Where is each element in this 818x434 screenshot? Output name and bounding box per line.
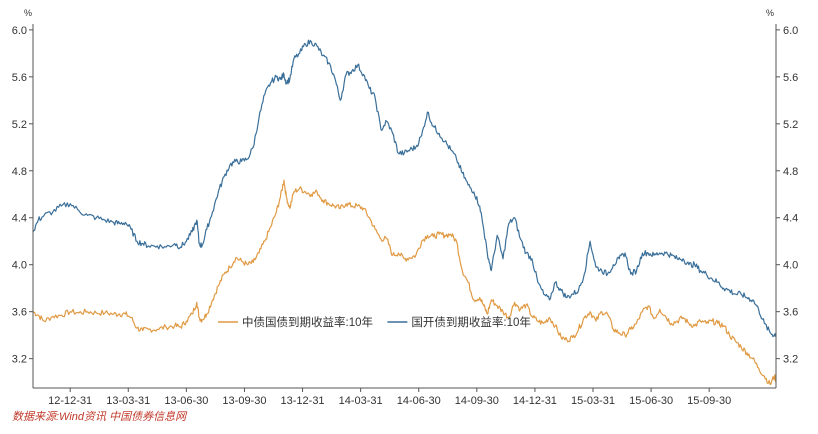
y-tick-label-right: 4.8 [783,166,798,178]
y-tick-label-left: 4.4 [12,213,27,225]
x-tick-label: 13-09-30 [222,395,266,407]
y-tick-label-right: 4.0 [783,260,798,272]
x-tick-label: 15-06-30 [629,395,673,407]
series-line-1 [32,179,777,386]
x-tick-label: 14-09-30 [455,395,499,407]
x-tick-label: 15-09-30 [687,395,731,407]
x-tick-label: 14-06-30 [397,395,441,407]
y-tick-label-left: 4.8 [12,166,27,178]
y-tick-label-right: 3.6 [783,307,798,319]
x-tick-label: 13-06-30 [164,395,208,407]
y-tick-label-right: 6.0 [783,25,798,37]
y-tick-label-left: 3.6 [12,307,27,319]
legend: 中债国债到期收益率:10年 国开债到期收益率:10年 [218,315,531,329]
series-layer [32,39,777,386]
x-tick-label: 13-03-31 [106,395,150,407]
x-tick-label: 15-03-31 [571,395,615,407]
data-source-note: 数据来源:Wind资讯 中国债券信息网 [12,410,188,423]
y-tick-label-left: 3.2 [12,354,27,366]
x-tick-label: 14-03-31 [339,395,383,407]
axes-layer: % % 6.0 6.0 5.6 5.6 5.2 5.2 4.8 4.8 4.4 4.4 4.0 4.0 3.… [12,8,799,407]
y-unit-left: % [24,8,32,18]
y-tick-label-left: 6.0 [12,25,27,37]
y-tick-label-left: 5.6 [12,72,27,84]
legend-label-2: 国开债到期收益率:10年 [411,315,531,329]
y-tick-label-right: 5.6 [783,72,798,84]
y-tick-label-right: 4.4 [783,213,798,225]
y-tick-label-left: 5.2 [12,119,27,131]
y-tick-label-left: 4.0 [12,260,27,272]
legend-label-1: 中债国债到期收益率:10年 [242,315,373,329]
series-line-2 [32,39,777,338]
x-tick-label: 12-12-31 [48,395,92,407]
x-tick-label: 13-12-31 [281,395,325,407]
y-tick-label-right: 5.2 [783,119,798,131]
y-tick-label-right: 3.2 [783,354,798,366]
x-tick-label: 14-12-31 [513,395,557,407]
y-unit-right: % [766,8,774,18]
